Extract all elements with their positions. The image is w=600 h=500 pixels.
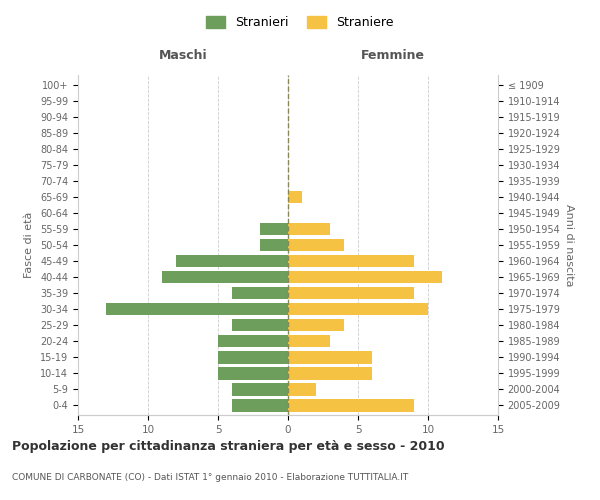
Text: Popolazione per cittadinanza straniera per età e sesso - 2010: Popolazione per cittadinanza straniera p…: [12, 440, 445, 453]
Bar: [218, 335, 288, 347]
Bar: [218, 367, 288, 380]
Bar: [288, 303, 428, 316]
Bar: [288, 399, 414, 411]
Bar: [232, 287, 288, 300]
Bar: [218, 351, 288, 364]
Bar: [232, 399, 288, 411]
Bar: [288, 222, 330, 235]
Bar: [288, 287, 414, 300]
Bar: [232, 383, 288, 396]
Bar: [288, 190, 302, 203]
Bar: [106, 303, 288, 316]
Text: Femmine: Femmine: [361, 49, 425, 62]
Legend: Stranieri, Straniere: Stranieri, Straniere: [202, 11, 398, 34]
Bar: [288, 238, 344, 252]
Bar: [176, 255, 288, 268]
Bar: [288, 351, 372, 364]
Bar: [288, 367, 372, 380]
Y-axis label: Fasce di età: Fasce di età: [25, 212, 34, 278]
Bar: [288, 271, 442, 283]
Text: Maschi: Maschi: [158, 49, 208, 62]
Text: COMUNE DI CARBONATE (CO) - Dati ISTAT 1° gennaio 2010 - Elaborazione TUTTITALIA.: COMUNE DI CARBONATE (CO) - Dati ISTAT 1°…: [12, 473, 408, 482]
Bar: [232, 319, 288, 332]
Bar: [288, 319, 344, 332]
Bar: [260, 222, 288, 235]
Bar: [260, 238, 288, 252]
Bar: [288, 335, 330, 347]
Bar: [288, 255, 414, 268]
Y-axis label: Anni di nascita: Anni di nascita: [565, 204, 574, 286]
Bar: [162, 271, 288, 283]
Bar: [288, 383, 316, 396]
